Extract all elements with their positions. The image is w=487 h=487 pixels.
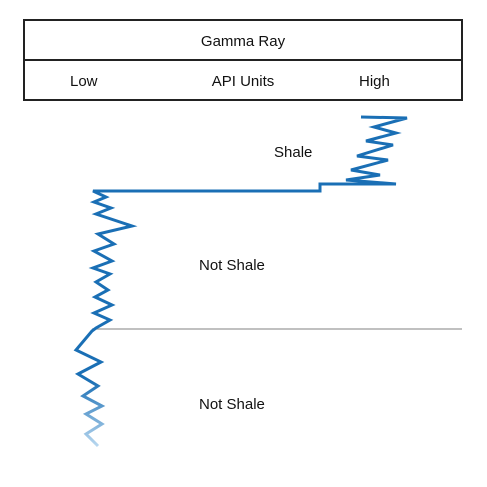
scale-low-label: Low: [70, 73, 98, 90]
scale-high-label: High: [359, 73, 390, 90]
zone-label-not-shale-lower: Not Shale: [199, 396, 265, 413]
zone-label-not-shale-upper: Not Shale: [199, 257, 265, 274]
log-title: Gamma Ray: [200, 33, 286, 50]
scale-cell: [23, 59, 463, 101]
gamma-ray-curve: [73, 115, 408, 448]
zone-label-shale: Shale: [274, 144, 313, 161]
scale-units-label: API Units: [211, 73, 275, 90]
